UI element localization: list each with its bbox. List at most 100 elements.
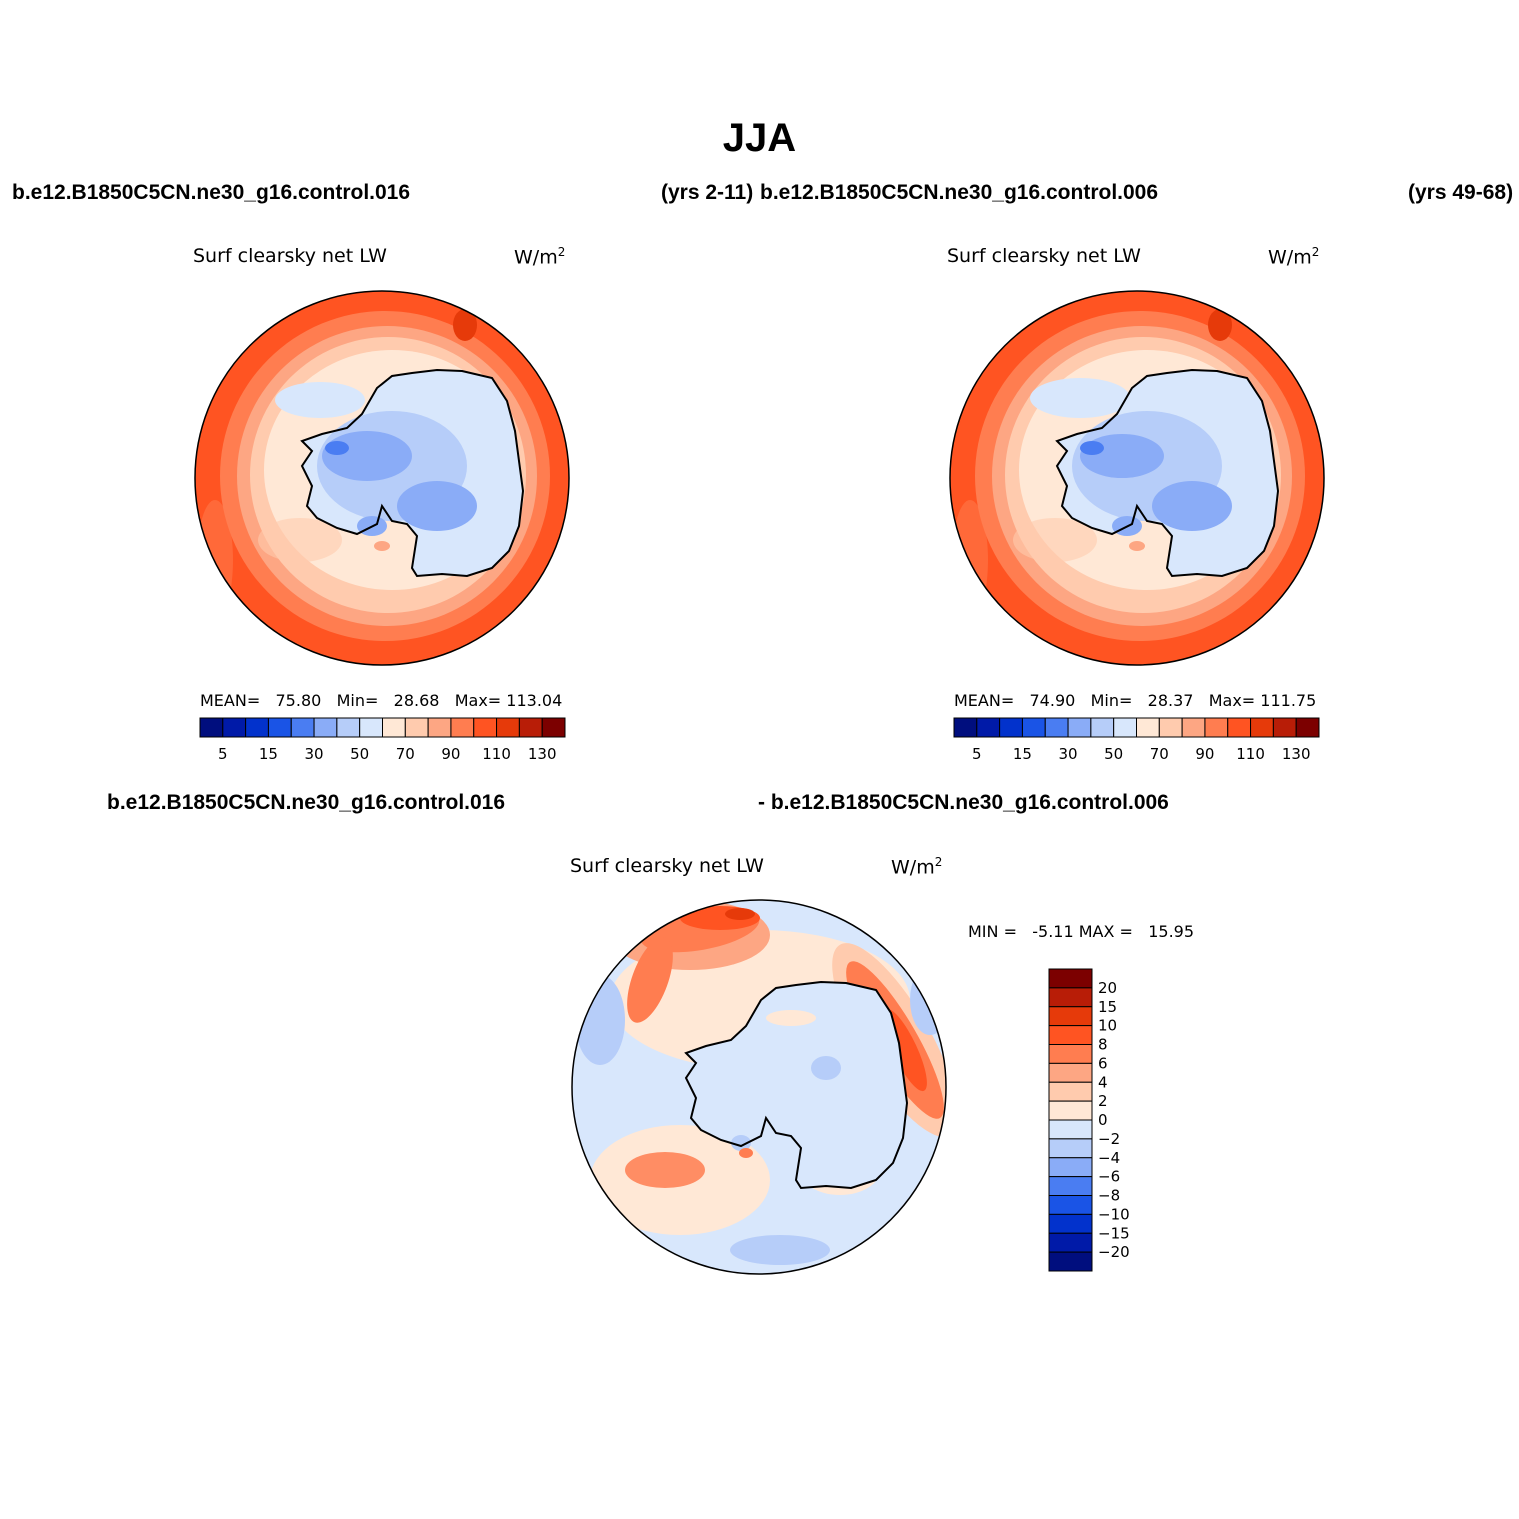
- colorbar-swatch: [1204, 717, 1229, 738]
- colorbar-tick-label: 20: [1098, 979, 1117, 997]
- colorbar-swatch: [999, 717, 1023, 738]
- colorbar-tick-label: 10: [1098, 1017, 1117, 1035]
- panel1-stats: MEAN= 75.80 Min= 28.68 Max= 113.04: [200, 691, 563, 710]
- colorbar-swatch: [518, 717, 543, 738]
- panel1-units: W/m2: [514, 245, 566, 269]
- case1-name: b.e12.B1850C5CN.ne30_g16.control.016: [12, 181, 411, 204]
- diff-case1-name: b.e12.B1850C5CN.ne30_g16.control.016: [107, 791, 506, 814]
- colorbar-swatch: [1113, 717, 1137, 738]
- colorbar-tick-label: 30: [305, 745, 324, 763]
- colorbar-swatch: [1048, 1251, 1093, 1272]
- map-panel-difference: [571, 899, 947, 1275]
- panel2-units: W/m2: [1268, 245, 1320, 269]
- colorbar-swatch: [1048, 1195, 1093, 1215]
- colorbar-tick-label: 6: [1098, 1054, 1108, 1072]
- colorbar-swatch: [1048, 1025, 1093, 1045]
- colorbar-swatch: [222, 717, 247, 738]
- colorbar-swatch: [1048, 1232, 1093, 1253]
- colorbar-tick-label: 70: [396, 745, 415, 763]
- colorbar-swatch: [1048, 1176, 1093, 1196]
- colorbar-swatch: [1048, 1006, 1093, 1027]
- colorbar-tick-label: 4: [1098, 1073, 1108, 1091]
- colorbar-tick-label: 8: [1098, 1036, 1108, 1054]
- panel2-stats: MEAN= 74.90 Min= 28.37 Max= 111.75: [954, 691, 1317, 710]
- panel3-variable-label: Surf clearsky net LW: [570, 855, 764, 877]
- colorbar-swatch: [473, 717, 498, 738]
- colorbar-swatch: [359, 717, 383, 738]
- colorbar-tick-label: −4: [1098, 1149, 1120, 1167]
- map-panel-1: [194, 290, 570, 666]
- colorbar-tick-label: 90: [441, 745, 460, 763]
- colorbar-swatch: [1181, 717, 1206, 738]
- colorbar-tick-label: −20: [1098, 1243, 1130, 1261]
- panel3-stats: MIN = -5.11 MAX = 15.95: [968, 922, 1195, 941]
- colorbar-tick-label: 130: [1282, 745, 1311, 763]
- colorbar-swatch: [1048, 1081, 1093, 1102]
- case1-years: (yrs 2-11): [661, 181, 754, 204]
- colorbar-swatch: [1044, 717, 1069, 738]
- colorbar-swatch: [1048, 1100, 1093, 1121]
- colorbar-swatch: [1021, 717, 1046, 738]
- colorbar-tick-label: 15: [1013, 745, 1032, 763]
- colorbar-swatch: [1048, 1062, 1093, 1083]
- colorbar-tick-label: −15: [1098, 1224, 1130, 1242]
- colorbar-panel-1: 5 15 30 50 70 90 110 130: [199, 717, 566, 763]
- colorbar-tick-label: 2: [1098, 1092, 1108, 1110]
- colorbar-tick-label: −10: [1098, 1205, 1130, 1223]
- colorbar-tick-label: 90: [1195, 745, 1214, 763]
- colorbar-swatch: [1136, 717, 1160, 738]
- colorbar-swatch: [336, 717, 361, 738]
- colorbar-tick-label: 110: [1236, 745, 1265, 763]
- colorbar-tick-label: 15: [1098, 998, 1117, 1016]
- colorbar-swatch: [245, 717, 269, 738]
- colorbar-tick-label: −6: [1098, 1168, 1120, 1186]
- colorbar-tick-label: 110: [482, 745, 511, 763]
- colorbar-tick-label: 5: [972, 745, 982, 763]
- colorbar-swatch: [404, 717, 429, 738]
- colorbar-tick-label: −2: [1098, 1130, 1120, 1148]
- colorbar-swatch: [1158, 717, 1183, 738]
- colorbar-swatch: [290, 717, 315, 738]
- colorbar-swatch: [450, 717, 475, 738]
- figure-title: JJA: [722, 116, 797, 160]
- colorbar-tick-label: 50: [1104, 745, 1123, 763]
- colorbar-swatch: [496, 717, 520, 738]
- colorbar-swatch: [1227, 717, 1252, 738]
- panel1-variable-label: Surf clearsky net LW: [193, 245, 387, 267]
- case2-years: (yrs 49-68): [1408, 181, 1514, 204]
- colorbar-tick-label: 15: [259, 745, 278, 763]
- colorbar-swatch: [1048, 987, 1093, 1008]
- map-panel-2: [949, 290, 1325, 666]
- colorbar-swatch: [953, 717, 978, 738]
- colorbar-swatch: [313, 717, 338, 738]
- colorbar-swatch: [1272, 717, 1297, 738]
- panel3-units: W/m2: [891, 855, 943, 879]
- colorbar-tick-label: 5: [218, 745, 228, 763]
- colorbar-swatch: [1048, 1138, 1093, 1159]
- colorbar-tick-label: 0: [1098, 1111, 1108, 1129]
- colorbar-swatch: [1295, 717, 1320, 738]
- colorbar-tick-label: −8: [1098, 1187, 1120, 1205]
- colorbar-panel-2: 5 15 30 50 70 90 110 130: [953, 717, 1320, 763]
- panel2-variable-label: Surf clearsky net LW: [947, 245, 1141, 267]
- colorbar-swatch: [382, 717, 406, 738]
- colorbar-tick-label: 130: [528, 745, 557, 763]
- colorbar-tick-label: 70: [1150, 745, 1169, 763]
- colorbar-swatch: [541, 717, 566, 738]
- colorbar-swatch: [1048, 968, 1093, 989]
- colorbar-tick-label: 50: [350, 745, 369, 763]
- colorbar-swatch: [427, 717, 452, 738]
- colorbar-swatch: [1048, 1213, 1093, 1234]
- colorbar-swatch: [199, 717, 224, 738]
- case2-name: b.e12.B1850C5CN.ne30_g16.control.006: [760, 181, 1159, 204]
- colorbar-swatch: [1250, 717, 1274, 738]
- colorbar-swatch: [1067, 717, 1092, 738]
- colorbar-swatch: [1048, 1157, 1093, 1178]
- colorbar-swatch: [1048, 1119, 1093, 1140]
- colorbar-swatch: [1090, 717, 1115, 738]
- colorbar-swatch: [267, 717, 292, 738]
- colorbar-swatch: [1048, 1044, 1093, 1064]
- colorbar-tick-label: 30: [1059, 745, 1078, 763]
